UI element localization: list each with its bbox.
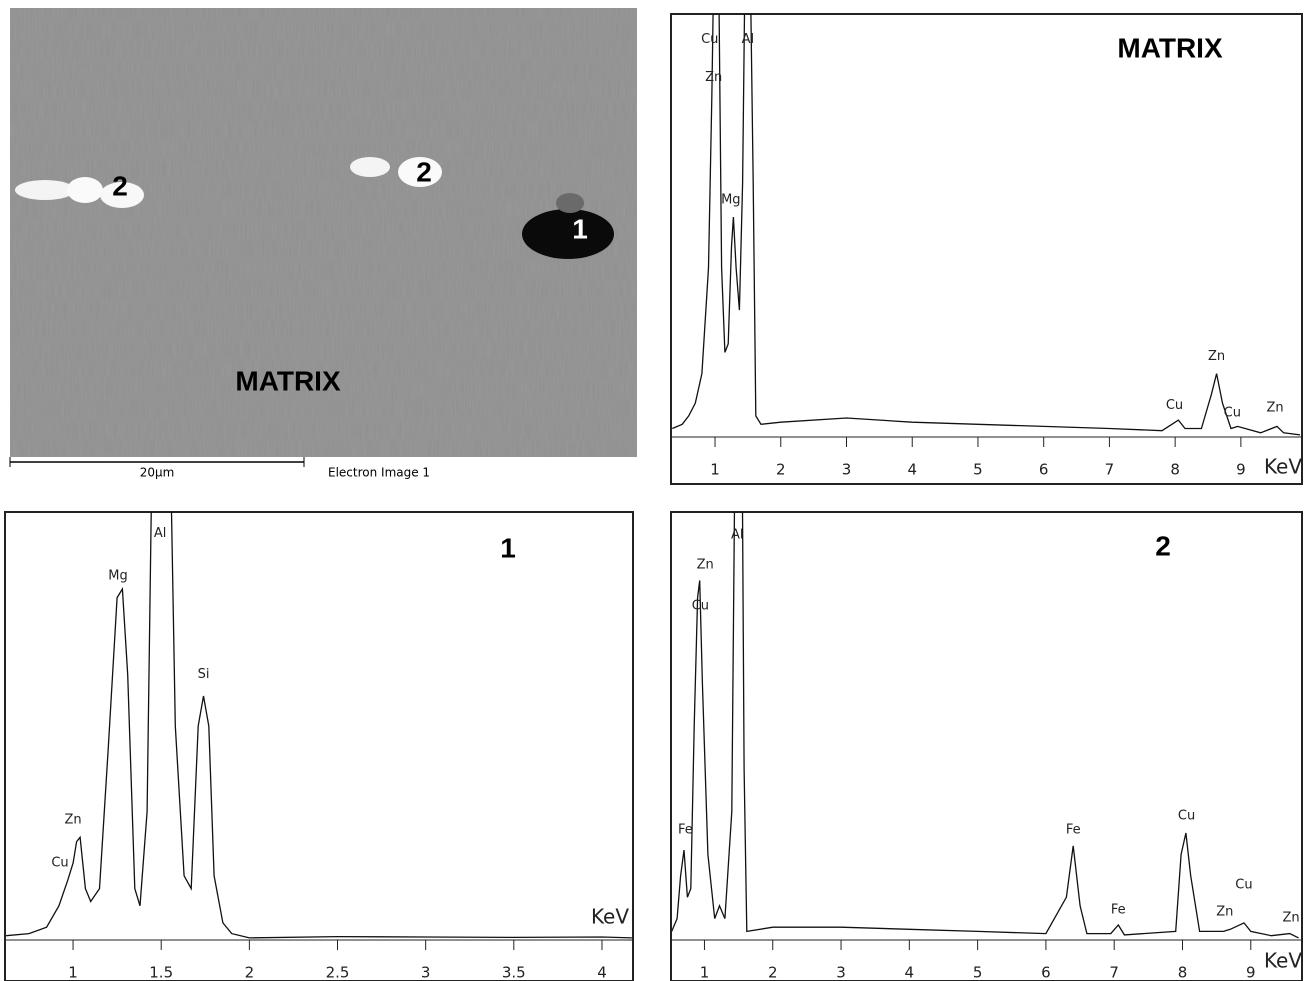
sem-image: 2 2 1 MATRIX 20µm Electron Image 1 xyxy=(9,8,637,480)
peak-label: Fe xyxy=(678,823,693,838)
peak-label: Zn xyxy=(1266,400,1283,415)
peak-label: Zn xyxy=(1282,911,1299,926)
peak-label: Zn xyxy=(705,70,722,85)
x-tick-label: 5 xyxy=(973,964,983,981)
frame xyxy=(4,511,634,981)
spectrum-chart: 1 2 3 4 5 6 7 8 9 Cu Zn Al Mg Zn Cu Cu Zn MATRIX KeV xyxy=(670,13,1303,485)
x-tick-label: 4 xyxy=(597,964,607,981)
peak-label: Zn xyxy=(1216,905,1233,920)
x-tick-label: 5 xyxy=(973,461,983,479)
peak-label: Mg xyxy=(108,569,127,584)
peak-label: Al xyxy=(742,32,755,47)
x-tick-label: 9 xyxy=(1246,964,1256,981)
x-tick-label: 2.5 xyxy=(326,964,350,981)
peak-label: Cu xyxy=(1235,877,1252,892)
frame xyxy=(670,13,1303,485)
peak-label: Fe xyxy=(1111,903,1126,918)
peak-label: Si xyxy=(198,667,210,682)
x-tick-label: 4 xyxy=(907,461,917,479)
peak-label: Cu xyxy=(692,599,709,614)
x-tick-label: 1 xyxy=(710,461,720,479)
x-tick-label: 2 xyxy=(768,964,778,981)
chart-title: MATRIX xyxy=(1117,32,1223,63)
peak-label: Cu xyxy=(1224,405,1241,420)
peak-label: Cu xyxy=(51,855,68,870)
x-tick-label: 2 xyxy=(776,461,786,479)
x-tick-label: 3 xyxy=(836,964,846,981)
scale-bar-label: 20µm xyxy=(140,466,175,480)
x-tick-label: 3.5 xyxy=(502,964,526,981)
x-tick-label: 6 xyxy=(1041,964,1051,981)
x-tick-label: 7 xyxy=(1109,964,1119,981)
peak-label: Cu xyxy=(701,32,718,47)
spectrum-line xyxy=(672,14,1301,436)
spectrum-chart: 1 1.5 2 2.5 3 3.5 4 Cu Zn Mg Al Si 1 KeV xyxy=(4,511,634,981)
image-label: 2 xyxy=(416,156,432,187)
spectrum-line xyxy=(671,512,1299,939)
peak-label: Zn xyxy=(64,813,81,828)
x-axis-label: KeV xyxy=(1264,455,1302,479)
image-caption: Electron Image 1 xyxy=(328,466,430,480)
peak-label: Cu xyxy=(1166,398,1183,413)
x-tick-label: 3 xyxy=(842,461,852,479)
x-tick-label: 6 xyxy=(1039,461,1049,479)
spectrum-line xyxy=(6,512,632,939)
peak-label: Fe xyxy=(1066,823,1081,838)
peak-label: Mg xyxy=(721,193,740,208)
x-tick-label: 1.5 xyxy=(149,964,173,981)
image-label: MATRIX xyxy=(235,365,341,396)
x-tick-label: 8 xyxy=(1178,964,1188,981)
x-tick-label: 8 xyxy=(1170,461,1180,479)
image-label: 2 xyxy=(112,170,128,201)
peak-label: Cu xyxy=(1178,808,1195,823)
x-tick-label: 1 xyxy=(700,964,710,981)
image-label: 1 xyxy=(572,213,588,244)
x-tick-label: 4 xyxy=(905,964,915,981)
peak-label: Al xyxy=(154,526,167,541)
x-tick-label: 7 xyxy=(1105,461,1115,479)
x-tick-label: 3 xyxy=(421,964,431,981)
x-axis-label: KeV xyxy=(1264,949,1302,973)
peak-label: Zn xyxy=(1208,349,1225,364)
x-tick-label: 1 xyxy=(68,964,78,981)
chart-title: 1 xyxy=(500,532,516,563)
x-tick-label: 9 xyxy=(1236,461,1246,479)
peak-label: Al xyxy=(731,528,744,543)
frame xyxy=(670,511,1303,981)
peak-label: Zn xyxy=(697,558,714,573)
x-axis-label: KeV xyxy=(591,905,629,929)
x-tick-label: 2 xyxy=(245,964,255,981)
chart-title: 2 xyxy=(1155,530,1171,561)
